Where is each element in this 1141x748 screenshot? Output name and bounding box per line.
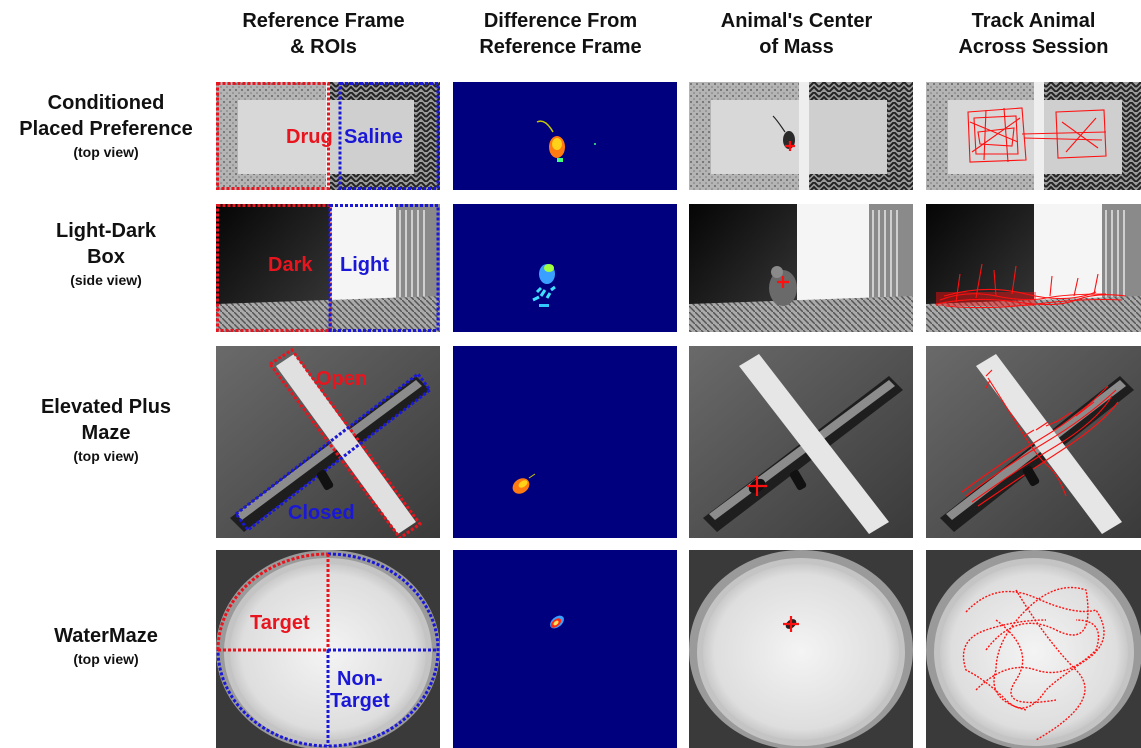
- wm-center-of-mass: [689, 550, 913, 748]
- column-header-difference: Difference From Reference Frame: [479, 10, 642, 58]
- cpp-difference-frame: [453, 82, 677, 190]
- roi-label-light: Light: [340, 254, 389, 276]
- roi-label-saline: Saline: [344, 126, 403, 148]
- roi-label-non-target: Non- Target: [330, 668, 390, 712]
- wm-track: [926, 550, 1141, 748]
- roi-label-drug: Drug: [286, 126, 333, 148]
- row-view: (top view): [73, 651, 139, 667]
- roi-label-closed: Closed: [288, 502, 355, 524]
- ld-reference-frame: Dark Light: [216, 204, 440, 332]
- epm-center-of-mass: [689, 346, 913, 538]
- epm-difference-frame: [453, 346, 677, 538]
- roi-label-open: Open: [316, 368, 368, 390]
- row-title: WaterMaze: [54, 625, 158, 647]
- wm-difference-frame: [453, 550, 677, 748]
- column-header-track: Track Animal Across Session: [958, 10, 1109, 58]
- row-title: Conditioned Placed Preference: [19, 92, 193, 140]
- row-title: Elevated Plus Maze: [40, 396, 172, 444]
- cpp-track: [926, 82, 1141, 190]
- row-view: (top view): [73, 144, 139, 160]
- cpp-center-of-mass: [689, 82, 913, 190]
- column-header-center-of-mass: Animal's Center of Mass: [720, 10, 873, 58]
- row-header-watermaze: WaterMaze (top view): [0, 623, 212, 669]
- cpp-reference-frame: Drug Saline: [216, 82, 440, 190]
- row-header-cpp: Conditioned Placed Preference (top view): [0, 90, 212, 162]
- ld-difference-frame: [453, 204, 677, 332]
- row-header-light-dark: Light-Dark Box (side view): [0, 218, 212, 290]
- row-title: Light-Dark Box: [56, 220, 156, 268]
- roi-label-target: Target: [250, 612, 310, 634]
- column-header-reference: Reference Frame & ROIs: [242, 10, 405, 58]
- row-view: (top view): [73, 448, 139, 464]
- wm-reference-frame: Target Non- Target: [216, 550, 440, 748]
- epm-reference-frame: Open Closed: [216, 346, 440, 538]
- epm-track: [926, 346, 1141, 538]
- roi-label-dark: Dark: [268, 254, 313, 276]
- ld-center-of-mass: [689, 204, 913, 332]
- row-header-epm: Elevated Plus Maze (top view): [0, 394, 212, 466]
- row-view: (side view): [70, 272, 142, 288]
- ld-track: [926, 204, 1141, 332]
